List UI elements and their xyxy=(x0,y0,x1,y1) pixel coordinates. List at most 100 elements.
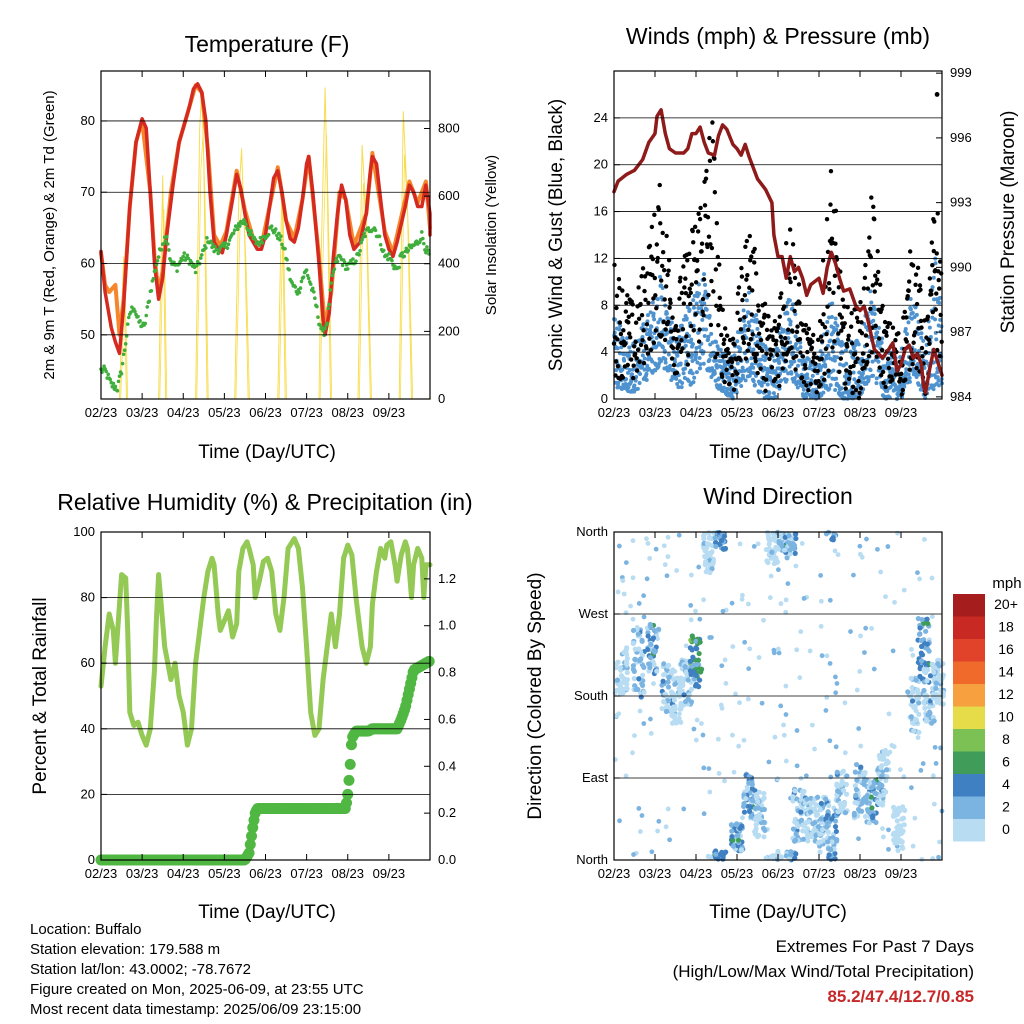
direction-point xyxy=(685,677,691,683)
direction-title: Wind Direction xyxy=(703,483,853,509)
gust-point xyxy=(632,351,638,357)
wind-point xyxy=(839,343,844,348)
gust-point xyxy=(618,331,624,337)
wind-point xyxy=(631,367,636,372)
direction-point xyxy=(823,708,829,713)
td2m-point xyxy=(297,290,302,295)
direction-point xyxy=(920,761,926,766)
direction-point xyxy=(738,847,745,853)
wind-point xyxy=(616,380,621,385)
gust-point xyxy=(696,339,702,344)
wind-point xyxy=(697,291,702,296)
gust-point xyxy=(708,242,713,247)
gust-point xyxy=(927,276,933,281)
td2m-point xyxy=(199,253,204,257)
wind-point xyxy=(779,378,784,383)
direction-point xyxy=(931,718,937,724)
direction-point xyxy=(693,638,699,644)
td2m-point xyxy=(335,259,340,264)
direction-point xyxy=(649,849,655,855)
direction-point xyxy=(798,629,804,635)
gust-point xyxy=(743,244,748,249)
colorbar-swatch xyxy=(953,751,985,774)
direction-point xyxy=(656,818,662,824)
td2m-point xyxy=(285,257,289,262)
wind-point xyxy=(710,366,715,371)
gust-point xyxy=(637,359,642,365)
direction-point xyxy=(808,795,814,801)
wind-point xyxy=(695,360,700,365)
wind-point xyxy=(907,379,912,384)
gust-point xyxy=(753,271,759,276)
direction-point xyxy=(775,546,782,552)
gust-point xyxy=(739,265,744,271)
direction-point xyxy=(827,661,833,666)
wind-point xyxy=(828,338,833,343)
colorbar-swatch xyxy=(953,729,985,752)
wind-point xyxy=(790,302,795,307)
colorbar-swatch xyxy=(953,684,985,707)
wind-point xyxy=(726,371,731,376)
gust-point xyxy=(793,367,798,372)
gust-point xyxy=(641,360,647,366)
td2m-point xyxy=(377,234,382,239)
direction-point xyxy=(678,719,684,725)
wind-point xyxy=(646,366,651,371)
wind-point xyxy=(758,389,763,394)
direction-panel: Wind Direction NorthEastSouthWestNorth02… xyxy=(525,483,1022,923)
wind-point xyxy=(629,372,634,377)
direction-point xyxy=(923,669,929,676)
td2m-point xyxy=(304,268,309,272)
wind-point xyxy=(799,358,804,363)
direction-point xyxy=(624,669,630,676)
gust-point xyxy=(815,337,821,342)
gust-point xyxy=(624,300,629,306)
direction-point xyxy=(809,722,815,728)
direction-point xyxy=(835,809,841,815)
direction-point xyxy=(624,686,630,692)
td2m-point xyxy=(198,256,203,260)
gust-point xyxy=(832,339,837,344)
direction-point xyxy=(671,714,677,720)
td2m-point xyxy=(111,381,116,386)
direction-point xyxy=(832,818,839,824)
gust-point xyxy=(861,359,866,364)
gust-point xyxy=(875,249,880,254)
gust-point xyxy=(655,259,660,264)
gust-point xyxy=(918,318,924,324)
colorbar-label: 14 xyxy=(998,664,1014,680)
direction-point xyxy=(915,691,921,697)
td2m-point xyxy=(144,313,149,318)
direction-point xyxy=(923,628,929,634)
direction-point xyxy=(918,637,925,644)
td2m-point xyxy=(330,273,335,278)
direction-point xyxy=(884,774,890,780)
wind-point xyxy=(792,376,797,381)
direction-point xyxy=(775,567,781,573)
wind-point xyxy=(830,349,835,354)
gust-point xyxy=(906,288,911,294)
wind-point xyxy=(750,362,755,367)
gust-point xyxy=(877,282,883,287)
direction-point xyxy=(913,677,919,683)
pressure-line xyxy=(612,108,944,395)
direction-point xyxy=(746,666,752,672)
gust-point xyxy=(646,300,651,306)
recent-timestamp: Most recent data timestamp: 2025/06/09 2… xyxy=(30,1001,362,1018)
gust-point xyxy=(653,293,658,298)
direction-point xyxy=(708,635,714,640)
colorbar-label: 4 xyxy=(1002,776,1010,792)
gust-point xyxy=(857,390,862,396)
wind-point xyxy=(652,317,657,322)
wind-point xyxy=(826,352,831,357)
wind-point xyxy=(937,295,942,300)
gust-point xyxy=(816,378,821,384)
direction-point xyxy=(880,826,885,831)
direction-point xyxy=(922,537,927,542)
wind-point xyxy=(618,323,623,328)
wind-point xyxy=(835,355,840,360)
direction-point xyxy=(775,848,781,854)
direction-point xyxy=(929,614,935,619)
direction-point xyxy=(862,650,867,655)
wind-point xyxy=(740,365,745,370)
